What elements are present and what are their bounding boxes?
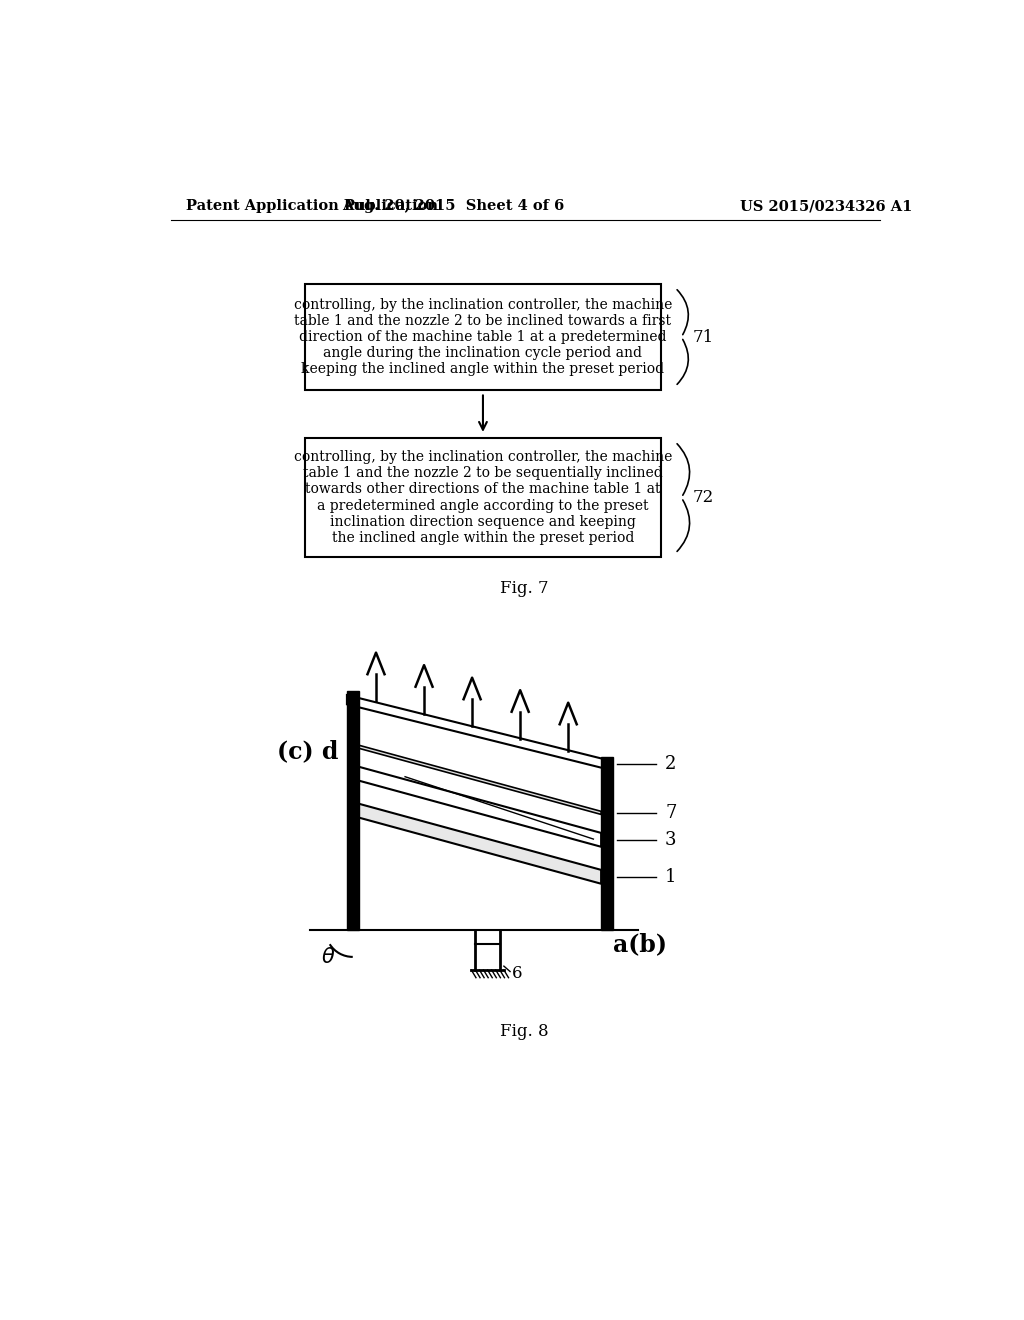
Text: controlling, by the inclination controller, the machine
table 1 and the nozzle 2: controlling, by the inclination controll…	[294, 450, 672, 545]
Text: 3: 3	[665, 830, 677, 849]
Text: Aug. 20, 2015  Sheet 4 of 6: Aug. 20, 2015 Sheet 4 of 6	[342, 199, 564, 213]
Text: $\theta$: $\theta$	[321, 946, 335, 966]
Bar	[347, 692, 358, 929]
Text: US 2015/0234326 A1: US 2015/0234326 A1	[740, 199, 912, 213]
Text: Patent Application Publication: Patent Application Publication	[186, 199, 438, 213]
Text: 2: 2	[665, 755, 677, 772]
Text: 72: 72	[692, 490, 714, 506]
Text: controlling, by the inclination controller, the machine
table 1 and the nozzle 2: controlling, by the inclination controll…	[294, 297, 672, 376]
Polygon shape	[358, 804, 601, 884]
Polygon shape	[358, 744, 601, 814]
Bar	[305, 438, 662, 557]
Polygon shape	[358, 767, 601, 847]
Bar	[305, 284, 662, 391]
Text: Fig. 8: Fig. 8	[501, 1023, 549, 1040]
Text: 7: 7	[665, 804, 677, 822]
Text: (c) d: (c) d	[278, 739, 339, 763]
Text: 71: 71	[692, 329, 714, 346]
Text: 6: 6	[512, 965, 522, 982]
Bar	[601, 758, 612, 929]
Polygon shape	[347, 696, 612, 771]
Text: Fig. 7: Fig. 7	[501, 579, 549, 597]
Text: a(b): a(b)	[613, 932, 668, 956]
Text: 1: 1	[665, 867, 677, 886]
